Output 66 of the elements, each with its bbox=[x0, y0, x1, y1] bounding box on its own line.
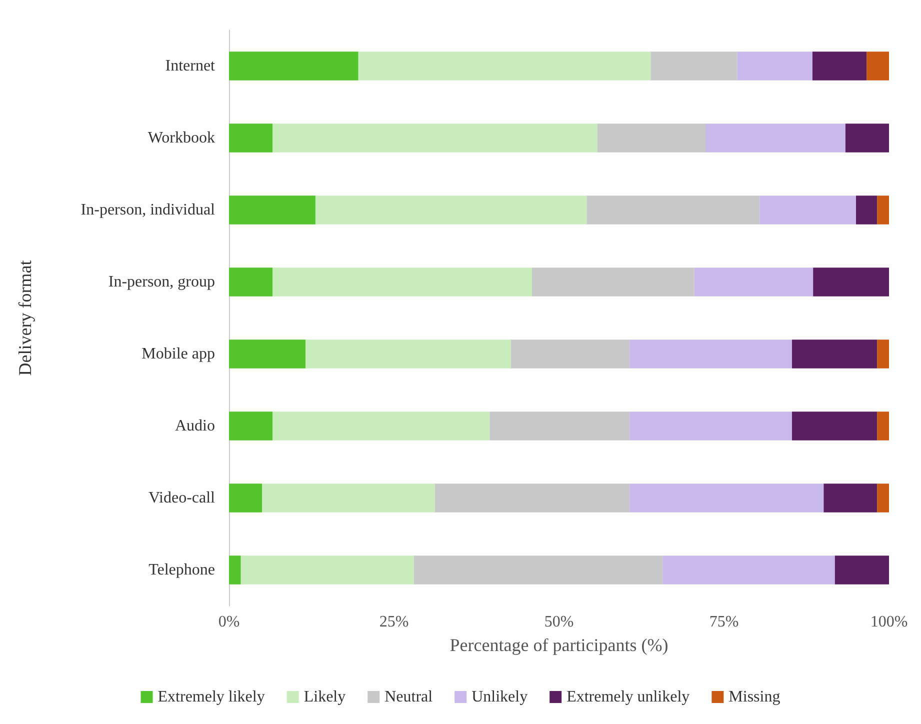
x-tick-label: 25% bbox=[379, 614, 409, 630]
x-tick-label: 100% bbox=[870, 614, 908, 630]
bar bbox=[650, 52, 738, 80]
bar bbox=[229, 124, 273, 152]
bar bbox=[229, 268, 273, 296]
bar bbox=[434, 484, 630, 512]
bar bbox=[630, 484, 824, 512]
y-tick-label: In-person, group bbox=[108, 274, 215, 290]
x-tick-label: 75% bbox=[709, 614, 739, 630]
bar bbox=[737, 52, 812, 80]
bar bbox=[597, 124, 706, 152]
bar bbox=[856, 196, 878, 224]
bar bbox=[630, 412, 792, 440]
bar bbox=[358, 52, 651, 80]
bar bbox=[414, 556, 663, 584]
bar bbox=[510, 340, 630, 368]
bar bbox=[877, 340, 889, 368]
x-tick-label: 50% bbox=[544, 614, 574, 630]
y-tick-label: Telephone bbox=[148, 562, 215, 578]
y-axis-title: Delivery format bbox=[15, 260, 35, 376]
bar bbox=[877, 412, 889, 440]
bar bbox=[813, 268, 889, 296]
bar bbox=[845, 124, 889, 152]
bar bbox=[834, 556, 889, 584]
bar bbox=[315, 196, 587, 224]
y-tick-label: In-person, individual bbox=[80, 202, 216, 218]
bar bbox=[490, 412, 630, 440]
bar bbox=[630, 340, 792, 368]
legend-label: Extremely likely bbox=[158, 688, 265, 706]
y-tick-label: Audio bbox=[175, 418, 215, 434]
bar bbox=[262, 484, 435, 512]
bar bbox=[760, 196, 856, 224]
bar bbox=[272, 268, 532, 296]
bar bbox=[306, 340, 511, 368]
y-tick-label: Video-call bbox=[148, 490, 216, 506]
x-axis-title: Percentage of participants (%) bbox=[450, 635, 668, 655]
bar bbox=[240, 556, 414, 584]
bar bbox=[229, 340, 306, 368]
bar bbox=[792, 340, 878, 368]
bar bbox=[272, 124, 598, 152]
bar bbox=[532, 268, 694, 296]
legend-label: Unlikely bbox=[472, 688, 528, 706]
legend-label: Extremely unlikely bbox=[566, 688, 690, 706]
bar bbox=[877, 196, 889, 224]
bar bbox=[229, 52, 358, 80]
bar bbox=[706, 124, 846, 152]
bar bbox=[229, 412, 273, 440]
bar bbox=[866, 52, 889, 80]
y-tick-label: Internet bbox=[165, 58, 216, 74]
x-tick-label: 0% bbox=[218, 614, 240, 630]
bar bbox=[229, 556, 241, 584]
bar bbox=[824, 484, 878, 512]
bar bbox=[272, 412, 490, 440]
bar bbox=[694, 268, 814, 296]
bar bbox=[877, 484, 889, 512]
legend-label: Likely bbox=[304, 688, 346, 706]
bar bbox=[792, 412, 878, 440]
legend-label: Missing bbox=[728, 688, 780, 706]
bar bbox=[229, 484, 262, 512]
bar bbox=[586, 196, 760, 224]
bar bbox=[662, 556, 835, 584]
y-tick-label: Mobile app bbox=[142, 346, 215, 362]
y-tick-label: Workbook bbox=[148, 130, 215, 146]
legend-label: Neutral bbox=[384, 688, 434, 706]
bar bbox=[229, 196, 316, 224]
bar bbox=[812, 52, 867, 80]
